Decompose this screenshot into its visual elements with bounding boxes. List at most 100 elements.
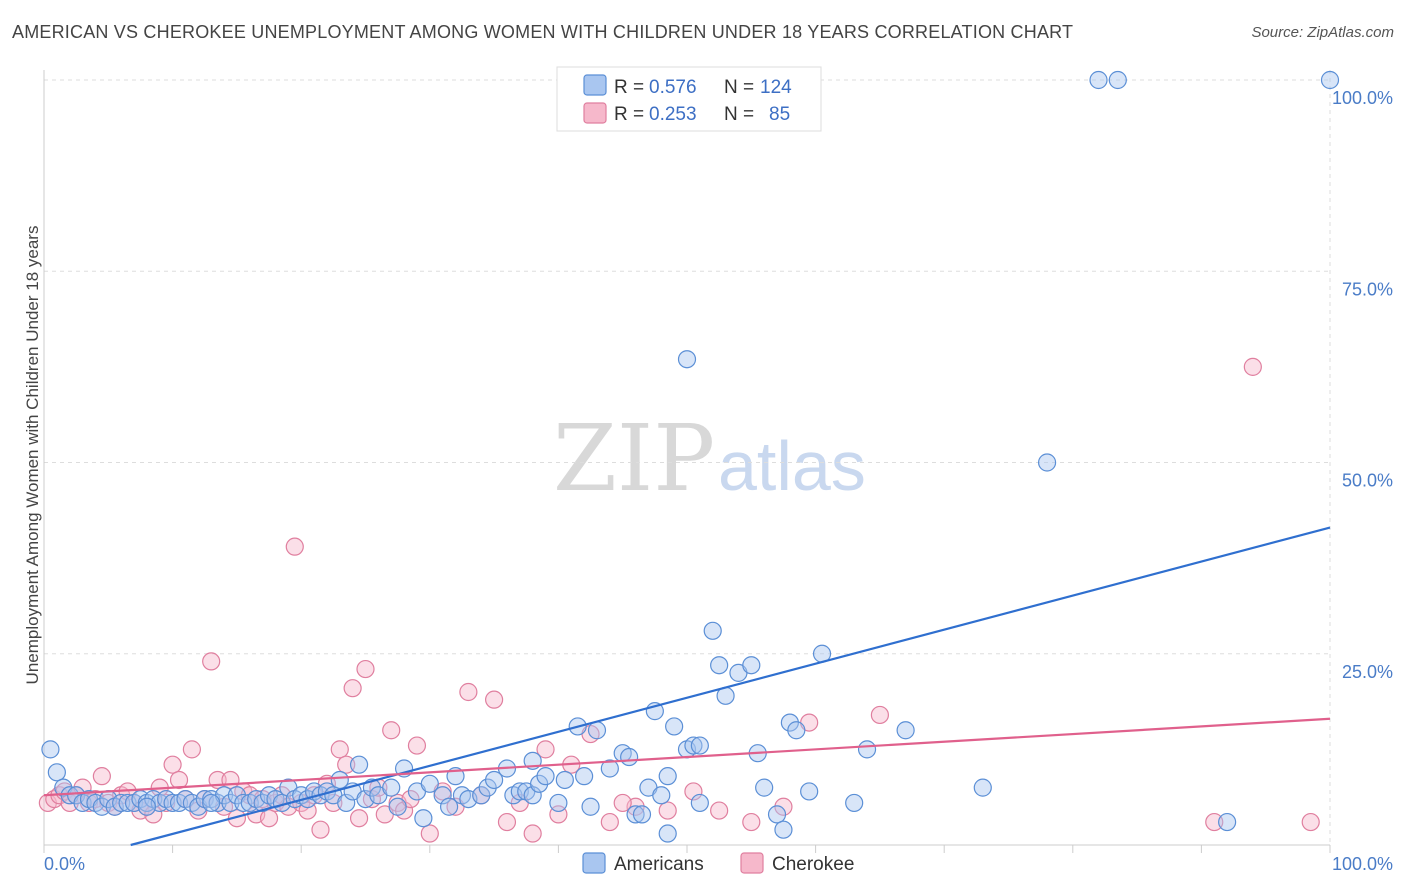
americans-point — [800, 782, 819, 801]
cherokee-point — [497, 812, 517, 832]
y-tick-label: 25.0% — [1342, 662, 1393, 682]
watermark-zip: ZIP — [553, 405, 715, 512]
americans-point — [973, 778, 992, 797]
americans-point — [600, 759, 619, 778]
americans-point — [684, 736, 703, 755]
americans-point — [581, 797, 600, 816]
americans-point — [575, 767, 594, 786]
bottom-legend-cherokee-swatch — [740, 852, 764, 874]
americans-point — [710, 656, 729, 675]
cherokee-point — [420, 824, 439, 843]
legend-cherokee-n-value: 85 — [769, 104, 790, 125]
cherokee-point — [485, 690, 504, 709]
legend-americans-swatch — [583, 74, 607, 96]
cherokee-point — [710, 801, 729, 820]
legend-cherokee-r-label: R = — [614, 104, 644, 125]
cherokee-point — [742, 812, 761, 832]
cherokee-point — [356, 659, 375, 679]
cherokee-point — [1205, 812, 1224, 832]
americans-point — [1108, 70, 1127, 90]
americans-point — [665, 717, 684, 736]
bottom-legend-cherokee-label: Cherokee — [772, 854, 854, 875]
watermark-atlas: atlas — [718, 427, 866, 505]
cherokee-point — [330, 740, 349, 759]
americans-point — [896, 721, 915, 740]
cherokee-point — [613, 793, 632, 813]
americans-trend-line — [130, 526, 1331, 847]
americans-point — [690, 736, 709, 755]
cherokee-point — [1243, 357, 1262, 376]
cherokee-point — [311, 820, 330, 839]
bottom-legend: Americans Cherokee — [582, 852, 854, 875]
cherokee-point — [163, 755, 182, 774]
americans-point — [774, 820, 793, 839]
americans-point — [420, 774, 439, 793]
legend-americans-n-value: 124 — [760, 77, 792, 98]
americans-point — [1320, 70, 1340, 90]
chart-title: AMERICAN VS CHEROKEE UNEMPLOYMENT AMONG … — [12, 22, 1074, 42]
americans-point — [388, 797, 407, 816]
americans-point — [632, 805, 652, 824]
americans-point — [439, 797, 459, 816]
americans-point — [742, 656, 761, 675]
americans-point — [755, 778, 774, 797]
cherokee-point — [182, 740, 201, 759]
americans-point — [349, 755, 369, 774]
americans-point — [1218, 812, 1237, 832]
x-tick-label-min: 0.0% — [44, 854, 85, 874]
cherokee-point — [658, 801, 677, 820]
americans-point — [549, 793, 568, 813]
cherokee-point — [259, 809, 279, 828]
americans-point — [690, 793, 709, 813]
americans-points — [41, 70, 1340, 843]
legend: R = 0.576 N = 124 R = 0.253 N = 85 — [556, 66, 822, 132]
legend-cherokee-r-value: 0.253 — [649, 104, 697, 125]
cherokee-point — [202, 652, 221, 671]
source-label: Source: ZipAtlas.com — [1251, 24, 1394, 41]
americans-point — [677, 350, 697, 369]
americans-point — [626, 805, 645, 824]
y-tick-labels: 100.0% 75.0% 50.0% 25.0% — [1332, 88, 1393, 682]
americans-point — [658, 824, 677, 843]
americans-point — [1089, 70, 1108, 90]
americans-point — [658, 767, 677, 786]
americans-point — [414, 809, 433, 828]
cherokee-point — [169, 770, 189, 790]
cherokee-point — [343, 679, 362, 698]
legend-cherokee-swatch — [583, 102, 607, 124]
americans-point — [536, 767, 555, 786]
cherokee-trend-line — [43, 717, 1331, 797]
americans-point — [137, 797, 156, 816]
americans-point — [767, 805, 787, 824]
americans-point — [587, 721, 607, 740]
y-tick-label: 75.0% — [1342, 279, 1393, 299]
americans-point — [703, 621, 722, 640]
americans-point — [202, 793, 221, 813]
cherokee-point — [523, 824, 542, 843]
trend-lines — [43, 526, 1331, 847]
americans-point — [47, 763, 66, 782]
americans-point — [382, 778, 401, 797]
bottom-legend-americans-swatch — [582, 852, 606, 874]
x-ticks — [43, 845, 1331, 853]
y-axis-label: Unemployment Among Women with Children U… — [23, 226, 42, 685]
legend-cherokee-n-label: N = — [724, 104, 754, 125]
cherokee-point — [536, 740, 555, 759]
cherokee-point — [459, 682, 478, 702]
americans-point — [523, 786, 542, 805]
americans-point — [857, 740, 877, 759]
cherokee-point — [684, 782, 703, 801]
americans-point — [337, 793, 356, 813]
cherokee-point — [1301, 812, 1320, 832]
americans-point — [485, 770, 504, 790]
cherokee-point — [407, 736, 427, 755]
legend-americans-n-label: N = — [724, 77, 754, 98]
cherokee-point — [382, 721, 401, 740]
cherokee-point — [349, 809, 369, 828]
americans-point — [787, 721, 806, 740]
legend-americans-r-value: 0.576 — [649, 77, 697, 98]
cherokee-point — [870, 705, 890, 725]
x-tick-label-max: 100.0% — [1332, 854, 1393, 874]
legend-americans-r-label: R = — [614, 77, 644, 98]
